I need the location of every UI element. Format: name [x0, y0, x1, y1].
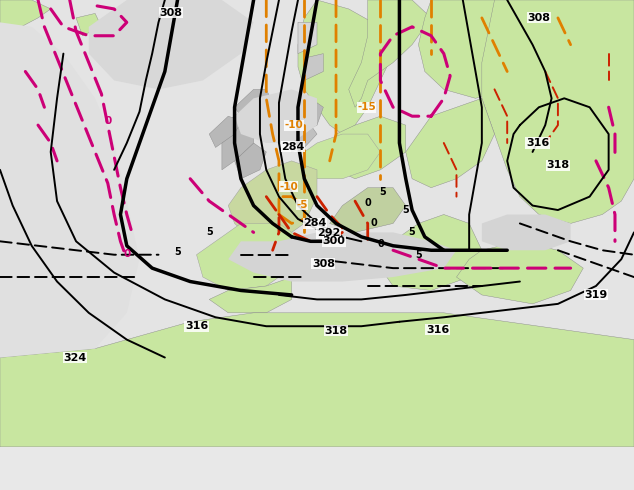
Text: 284: 284	[281, 142, 304, 151]
Polygon shape	[482, 0, 634, 223]
Polygon shape	[304, 134, 380, 179]
Text: 0: 0	[377, 239, 384, 248]
Polygon shape	[298, 0, 393, 134]
Polygon shape	[76, 13, 101, 36]
Polygon shape	[292, 98, 323, 134]
Text: 5: 5	[206, 227, 212, 237]
Text: 5: 5	[174, 247, 181, 257]
Polygon shape	[228, 161, 317, 241]
Polygon shape	[330, 116, 406, 179]
Text: 284: 284	[304, 219, 327, 228]
Text: 0: 0	[371, 219, 377, 228]
Text: 5: 5	[380, 187, 386, 197]
Text: 316: 316	[426, 325, 449, 335]
Polygon shape	[380, 215, 482, 291]
Text: 318: 318	[325, 326, 347, 336]
Polygon shape	[298, 23, 317, 53]
Text: 308: 308	[312, 259, 335, 269]
Polygon shape	[222, 125, 254, 170]
Polygon shape	[209, 116, 241, 147]
Polygon shape	[228, 232, 456, 282]
Text: 318: 318	[547, 160, 569, 171]
Text: 5: 5	[403, 205, 409, 215]
Text: ©weatheronline.co.uk: ©weatheronline.co.uk	[503, 479, 628, 489]
Text: Th 26-09-2024 12:00 UTC (12+48): Th 26-09-2024 12:00 UTC (12+48)	[407, 453, 628, 466]
Polygon shape	[235, 89, 317, 143]
Text: 319: 319	[585, 290, 607, 300]
Text: 292: 292	[317, 228, 340, 238]
Text: 300: 300	[323, 236, 346, 246]
Polygon shape	[0, 0, 51, 31]
Polygon shape	[330, 188, 406, 232]
Text: 0: 0	[123, 249, 131, 259]
Polygon shape	[228, 98, 266, 125]
Polygon shape	[235, 89, 273, 116]
Text: -10: -10	[285, 120, 304, 130]
Polygon shape	[0, 313, 634, 447]
Text: -15: -15	[357, 102, 376, 112]
Polygon shape	[304, 53, 323, 80]
Polygon shape	[482, 215, 571, 250]
Polygon shape	[292, 125, 317, 152]
Text: -5: -5	[296, 199, 307, 210]
Text: 316: 316	[185, 321, 208, 331]
Polygon shape	[209, 277, 292, 313]
Polygon shape	[418, 0, 558, 98]
Text: 308: 308	[527, 13, 550, 23]
Text: -10: -10	[279, 182, 298, 192]
Polygon shape	[0, 36, 38, 80]
Polygon shape	[235, 143, 266, 179]
Text: 0: 0	[365, 198, 371, 208]
Polygon shape	[349, 0, 431, 107]
Polygon shape	[456, 241, 583, 304]
Text: Height/Temp. 700 hPa [gdmp][°C] ECMWF: Height/Temp. 700 hPa [gdmp][°C] ECMWF	[6, 462, 270, 475]
Polygon shape	[0, 23, 139, 358]
Polygon shape	[197, 223, 304, 291]
Text: 0: 0	[104, 116, 112, 125]
Text: 324: 324	[63, 352, 86, 363]
Polygon shape	[406, 98, 495, 188]
Text: 316: 316	[526, 138, 549, 148]
Text: 308: 308	[160, 7, 183, 18]
Polygon shape	[89, 0, 254, 89]
Text: 5: 5	[409, 227, 415, 237]
Text: 5: 5	[415, 250, 422, 260]
